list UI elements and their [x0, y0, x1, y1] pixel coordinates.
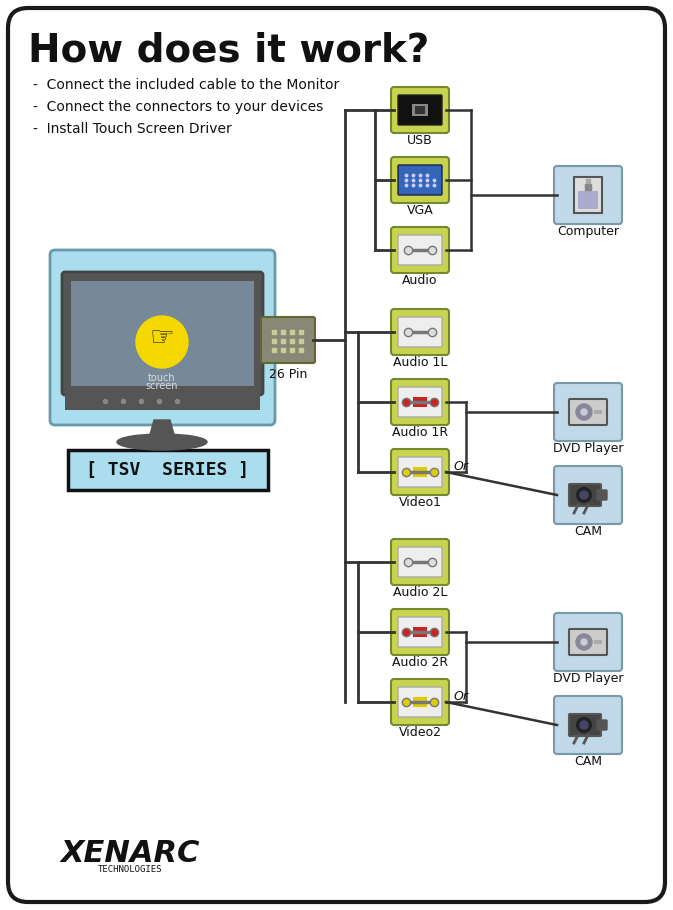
FancyBboxPatch shape [391, 309, 449, 355]
Text: CAM: CAM [574, 755, 602, 768]
FancyBboxPatch shape [8, 8, 665, 902]
FancyBboxPatch shape [569, 399, 607, 425]
Text: TECHNOLOGIES: TECHNOLOGIES [98, 865, 162, 875]
FancyBboxPatch shape [398, 235, 442, 265]
Text: Or: Or [454, 690, 469, 703]
Text: Audio 1R: Audio 1R [392, 426, 448, 439]
FancyBboxPatch shape [391, 379, 449, 425]
Text: VGA: VGA [406, 204, 433, 217]
Circle shape [576, 404, 592, 420]
Text: DVD Player: DVD Player [553, 442, 623, 455]
FancyBboxPatch shape [415, 106, 425, 114]
FancyBboxPatch shape [68, 450, 268, 490]
FancyBboxPatch shape [408, 697, 413, 707]
FancyBboxPatch shape [597, 490, 607, 500]
FancyBboxPatch shape [391, 679, 449, 725]
FancyBboxPatch shape [71, 281, 254, 386]
FancyBboxPatch shape [554, 613, 622, 671]
Text: touch: touch [148, 373, 176, 383]
FancyBboxPatch shape [398, 317, 442, 347]
FancyBboxPatch shape [413, 627, 427, 637]
Text: ☞: ☞ [149, 324, 174, 352]
FancyBboxPatch shape [398, 387, 442, 417]
FancyBboxPatch shape [398, 95, 442, 125]
FancyBboxPatch shape [391, 157, 449, 203]
FancyBboxPatch shape [554, 696, 622, 754]
Circle shape [136, 316, 188, 368]
FancyBboxPatch shape [594, 410, 602, 414]
FancyBboxPatch shape [391, 449, 449, 495]
FancyBboxPatch shape [569, 714, 601, 736]
FancyBboxPatch shape [62, 272, 263, 395]
Circle shape [581, 409, 587, 415]
FancyBboxPatch shape [408, 397, 413, 407]
Text: Audio 2L: Audio 2L [393, 586, 447, 599]
Circle shape [581, 639, 587, 645]
Text: -  Connect the included cable to the Monitor: - Connect the included cable to the Moni… [33, 78, 339, 92]
Text: Computer: Computer [557, 225, 619, 238]
Text: Audio 2R: Audio 2R [392, 656, 448, 669]
FancyBboxPatch shape [391, 227, 449, 273]
Circle shape [580, 721, 588, 729]
FancyBboxPatch shape [398, 165, 442, 195]
Polygon shape [148, 420, 176, 442]
FancyBboxPatch shape [413, 467, 427, 477]
FancyBboxPatch shape [427, 397, 432, 407]
FancyBboxPatch shape [574, 177, 602, 213]
Text: USB: USB [407, 134, 433, 147]
Text: Audio 1L: Audio 1L [393, 356, 447, 369]
FancyBboxPatch shape [597, 720, 607, 730]
Text: CAM: CAM [574, 525, 602, 538]
FancyBboxPatch shape [398, 547, 442, 577]
FancyBboxPatch shape [408, 627, 413, 637]
Text: Or: Or [454, 460, 469, 472]
Text: Audio: Audio [402, 274, 437, 287]
Text: Video1: Video1 [398, 496, 441, 509]
FancyBboxPatch shape [554, 166, 622, 224]
FancyBboxPatch shape [554, 383, 622, 441]
FancyBboxPatch shape [261, 317, 315, 363]
FancyBboxPatch shape [413, 697, 427, 707]
Text: 26 Pin: 26 Pin [269, 368, 307, 381]
Text: [ TSV  SERIES ]: [ TSV SERIES ] [86, 461, 250, 479]
FancyBboxPatch shape [65, 392, 260, 410]
FancyBboxPatch shape [412, 104, 428, 116]
FancyBboxPatch shape [413, 397, 427, 407]
Ellipse shape [117, 434, 207, 450]
FancyBboxPatch shape [391, 87, 449, 133]
Circle shape [577, 488, 591, 502]
FancyBboxPatch shape [578, 191, 598, 209]
Text: Video2: Video2 [398, 726, 441, 739]
FancyBboxPatch shape [391, 609, 449, 655]
FancyBboxPatch shape [569, 629, 607, 655]
FancyBboxPatch shape [554, 466, 622, 524]
Text: XENARC: XENARC [61, 838, 200, 867]
FancyBboxPatch shape [408, 467, 413, 477]
Text: -  Connect the connectors to your devices: - Connect the connectors to your devices [33, 100, 323, 114]
Text: screen: screen [146, 381, 178, 391]
FancyBboxPatch shape [427, 627, 432, 637]
FancyBboxPatch shape [427, 467, 432, 477]
FancyBboxPatch shape [391, 539, 449, 585]
Circle shape [580, 491, 588, 499]
Text: DVD Player: DVD Player [553, 672, 623, 685]
FancyBboxPatch shape [398, 617, 442, 647]
Circle shape [576, 634, 592, 650]
FancyBboxPatch shape [398, 687, 442, 717]
Text: -  Install Touch Screen Driver: - Install Touch Screen Driver [33, 122, 232, 136]
FancyBboxPatch shape [427, 697, 432, 707]
FancyBboxPatch shape [569, 484, 601, 506]
FancyBboxPatch shape [594, 640, 602, 644]
Text: How does it work?: How does it work? [28, 32, 429, 70]
Circle shape [577, 718, 591, 732]
FancyBboxPatch shape [398, 457, 442, 487]
FancyBboxPatch shape [50, 250, 275, 425]
